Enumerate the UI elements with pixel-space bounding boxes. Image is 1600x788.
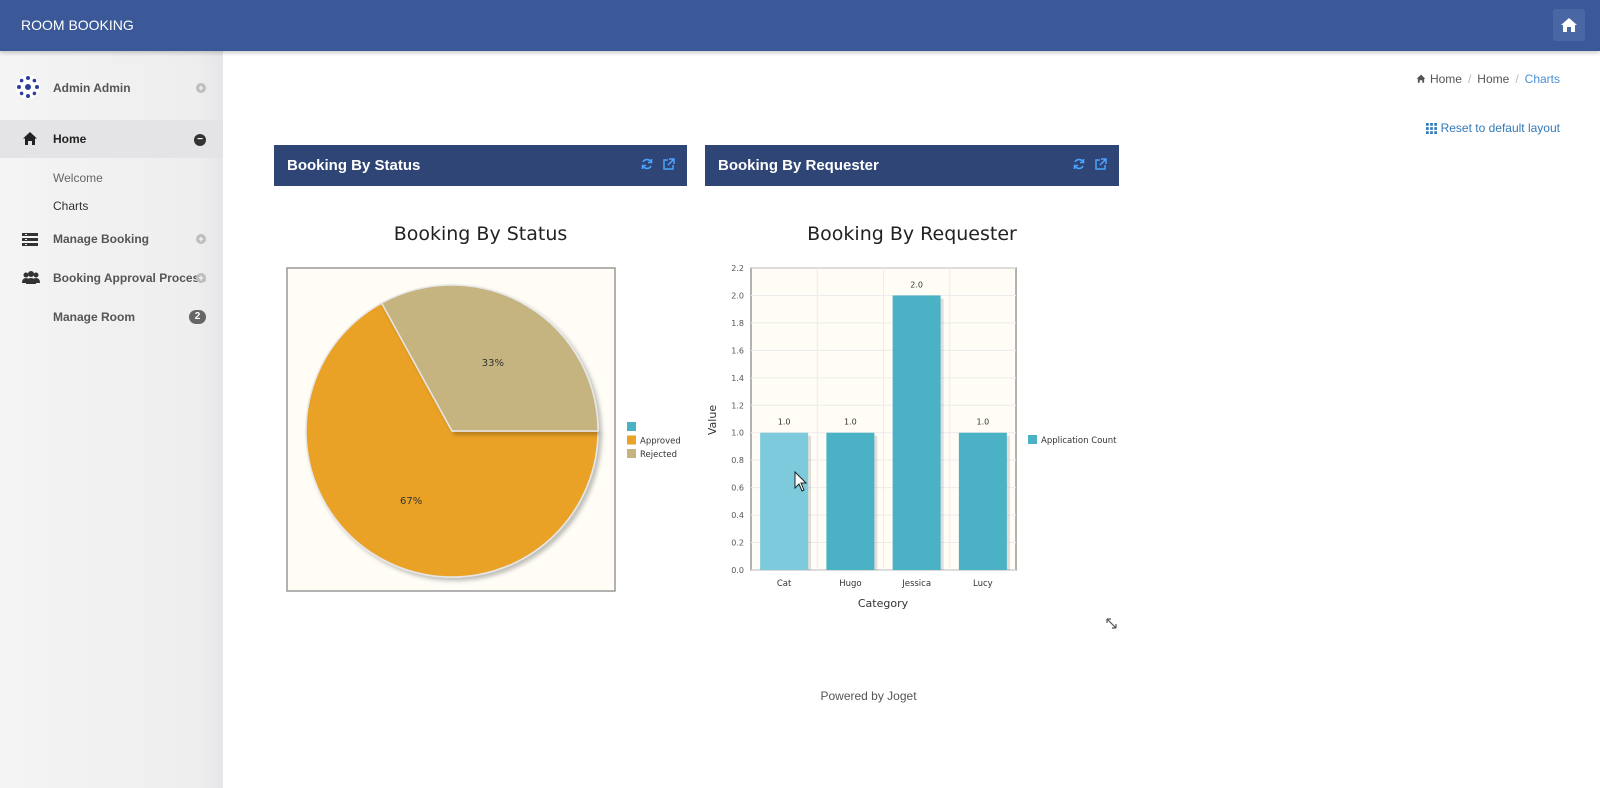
users-icon bbox=[22, 271, 40, 284]
list-icon bbox=[22, 233, 38, 246]
panel-header-requester[interactable]: Booking By Requester bbox=[705, 145, 1119, 186]
chart-title-status: Booking By Status bbox=[393, 223, 568, 245]
sidebar-item-label: Manage Booking bbox=[53, 232, 150, 246]
legend-swatch bbox=[627, 449, 636, 458]
pie-label: 33% bbox=[482, 358, 504, 369]
grid-icon bbox=[1425, 122, 1437, 134]
avatar bbox=[16, 75, 40, 99]
legend-swatch bbox=[627, 422, 636, 431]
user-profile[interactable]: Admin Admin + bbox=[0, 73, 223, 113]
external-link-icon[interactable] bbox=[1095, 158, 1107, 170]
sidebar-item-home[interactable]: Home − bbox=[0, 120, 223, 158]
chart-title-requester: Booking By Requester bbox=[807, 223, 1017, 245]
pie-label: 67% bbox=[400, 496, 422, 507]
count-badge: 2 bbox=[189, 310, 206, 324]
user-name: Admin Admin bbox=[53, 81, 131, 95]
breadcrumb-home[interactable]: Home bbox=[1429, 72, 1462, 86]
panel-title: Booking By Requester bbox=[718, 157, 879, 174]
home-button[interactable] bbox=[1553, 9, 1585, 41]
refresh-icon[interactable] bbox=[641, 158, 653, 170]
powered-by: Powered by Joget bbox=[820, 689, 917, 703]
app-title[interactable]: ROOM BOOKING bbox=[21, 17, 134, 33]
expand-icon[interactable]: + bbox=[196, 234, 206, 244]
pie-slice-rejected bbox=[380, 284, 599, 432]
home-icon bbox=[1561, 18, 1577, 32]
refresh-icon[interactable] bbox=[1073, 158, 1085, 170]
sidebar-item-manage-room[interactable]: Manage Room 2 bbox=[0, 298, 223, 336]
expand-icon[interactable]: + bbox=[196, 273, 206, 283]
user-expand-icon[interactable]: + bbox=[196, 83, 206, 93]
legend-item: Approved bbox=[640, 437, 681, 447]
home-icon bbox=[1416, 74, 1426, 83]
collapse-icon[interactable]: − bbox=[194, 134, 206, 146]
breadcrumb-home-2[interactable]: Home bbox=[1477, 72, 1510, 86]
reset-layout-link[interactable]: Reset to default layout bbox=[1425, 121, 1560, 135]
footer: Powered by Joget bbox=[0, 689, 1600, 703]
legend-swatch bbox=[627, 435, 636, 445]
breadcrumb: Home / Home / Charts bbox=[1416, 72, 1560, 86]
sidebar-subitem-welcome[interactable]: Welcome bbox=[53, 171, 103, 185]
legend-item: Rejected bbox=[640, 450, 677, 460]
sidebar-item-label: Manage Room bbox=[53, 310, 136, 324]
pie-slice-approved bbox=[305, 302, 599, 578]
sidebar: Admin Admin + Home − Welcome Charts Mana… bbox=[0, 51, 223, 788]
sidebar-item-manage-booking[interactable]: Manage Booking + bbox=[0, 220, 223, 258]
panel-header-status[interactable]: Booking By Status bbox=[274, 145, 687, 186]
top-bar: ROOM BOOKING bbox=[0, 0, 1600, 51]
home-icon bbox=[23, 132, 37, 145]
breadcrumb-current: Charts bbox=[1524, 72, 1560, 86]
reset-layout-label: Reset to default layout bbox=[1440, 121, 1560, 135]
panel-title: Booking By Status bbox=[287, 157, 421, 174]
sidebar-subitem-charts[interactable]: Charts bbox=[53, 199, 89, 213]
sidebar-item-label: Booking Approval Process bbox=[53, 271, 206, 285]
sidebar-item-booking-approval[interactable]: Booking Approval Process + bbox=[0, 259, 223, 297]
external-link-icon[interactable] bbox=[663, 158, 675, 170]
sidebar-item-label: Home bbox=[53, 132, 87, 146]
